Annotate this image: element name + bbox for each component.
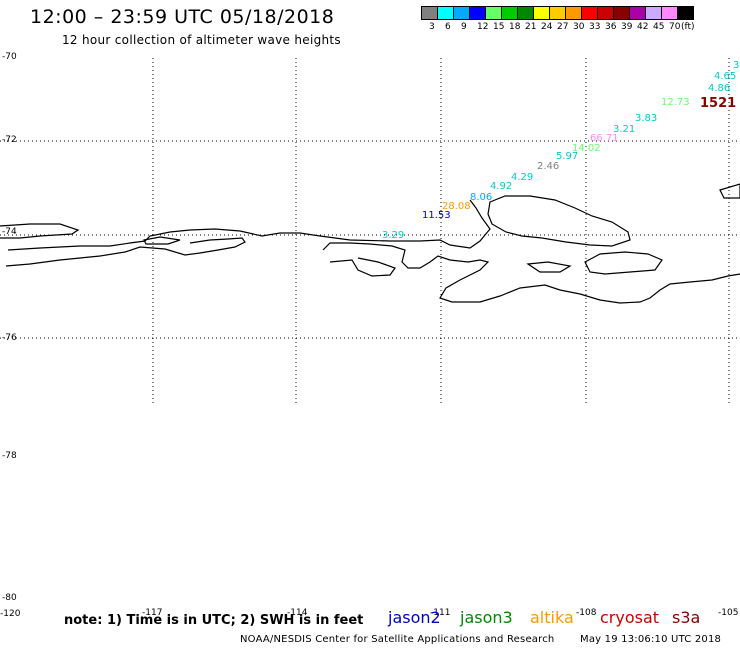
lon-label: -108	[576, 608, 597, 618]
lon-label: -105	[718, 608, 739, 618]
colorbar-legend	[421, 6, 694, 20]
lon-label: -111	[430, 608, 451, 618]
colorbar-tick-label: (ft)	[681, 22, 695, 32]
colorbar-tick-label: 21	[525, 22, 537, 32]
wave-height-label: 66.71	[590, 133, 619, 144]
colorbar-tick-label: 24	[541, 22, 553, 32]
island-c	[329, 257, 396, 277]
wave-height-label: 4.29	[511, 172, 534, 183]
wave-height-label: 1521	[700, 96, 737, 111]
credit-line: NOAA/NESDIS Center for Satellite Applica…	[240, 634, 555, 645]
satellite-jason3: jason3	[460, 608, 513, 627]
wave-height-label: 28.08	[442, 201, 471, 212]
satellite-jason2: jason2	[388, 608, 441, 627]
colorbar-tick-label: 39	[621, 22, 633, 32]
wave-height-label: 8.06	[470, 192, 493, 203]
satellite-cryosat: cryosat	[600, 608, 660, 627]
colorbar-tick-label: 12	[477, 22, 489, 32]
colorbar-tick-label: 15	[493, 22, 505, 32]
coastline	[0, 183, 740, 304]
coast-shelf	[7, 199, 491, 251]
colorbar-swatch	[677, 6, 694, 20]
colorbar-tick-label: 9	[461, 22, 467, 32]
lon-label: -117	[142, 608, 163, 618]
lon-label: -120	[0, 609, 21, 619]
lat-label: -74	[2, 227, 17, 237]
wave-height-label: 3	[733, 60, 740, 71]
footer-note: note: 1) Time is in UTC; 2) SWH is in fe…	[64, 613, 364, 628]
wave-height-label: 4.65	[714, 71, 737, 82]
wave-height-label: 3.21	[613, 124, 636, 135]
colorbar-tick-label: 3	[429, 22, 435, 32]
colorbar-tick-label: 6	[445, 22, 451, 32]
colorbar-tick-label: 30	[573, 22, 585, 32]
chart-subtitle: 12 hour collection of altimeter wave hei…	[62, 33, 341, 47]
coast-main	[0, 223, 80, 239]
chart-title: 12:00 – 23:59 UTC 05/18/2018	[30, 6, 335, 28]
wave-height-label: 11.53	[422, 210, 451, 221]
island-b	[322, 242, 740, 304]
colorbar-labels: 3 6 9 12 15 18 21 24 27 30 33 36 39 42 45 70 (ft)	[421, 22, 740, 34]
island-a	[143, 236, 181, 245]
graticule	[0, 58, 740, 405]
lat-label: -76	[2, 333, 17, 343]
wave-height-label: 4.92	[490, 181, 513, 192]
satellite-altika: altika	[530, 608, 574, 627]
lat-label: -70	[2, 52, 17, 62]
wave-height-label: 14.02	[572, 143, 601, 154]
satellite-s3a: s3a	[672, 608, 701, 627]
island-f	[719, 183, 740, 199]
wave-height-label: 4.86	[708, 83, 731, 94]
lat-label: -78	[2, 451, 17, 461]
wave-height-label: 3.83	[635, 113, 658, 124]
colorbar-tick-label: 18	[509, 22, 521, 32]
coast-west-island	[5, 237, 246, 267]
wave-height-label: 5.97	[556, 151, 579, 162]
timestamp: May 19 13:06:10 UTC 2018	[580, 634, 722, 645]
colorbar-tick-label: 33	[589, 22, 601, 32]
wave-height-label: 3.29	[382, 230, 405, 241]
lon-label: -114	[287, 608, 308, 618]
island-g	[526, 261, 572, 273]
colorbar-tick-label: 42	[637, 22, 649, 32]
wave-height-label: 12.73	[661, 97, 690, 108]
colorbar-tick-label: 70	[669, 22, 681, 32]
island-d	[487, 195, 631, 247]
colorbar-tick-label: 36	[605, 22, 617, 32]
island-e	[584, 251, 663, 275]
lat-label: -72	[2, 135, 17, 145]
colorbar-tick-label: 27	[557, 22, 569, 32]
wave-height-label: 2.46	[537, 161, 560, 172]
colorbar-tick-label: 45	[653, 22, 665, 32]
lat-label: -80	[2, 593, 17, 603]
